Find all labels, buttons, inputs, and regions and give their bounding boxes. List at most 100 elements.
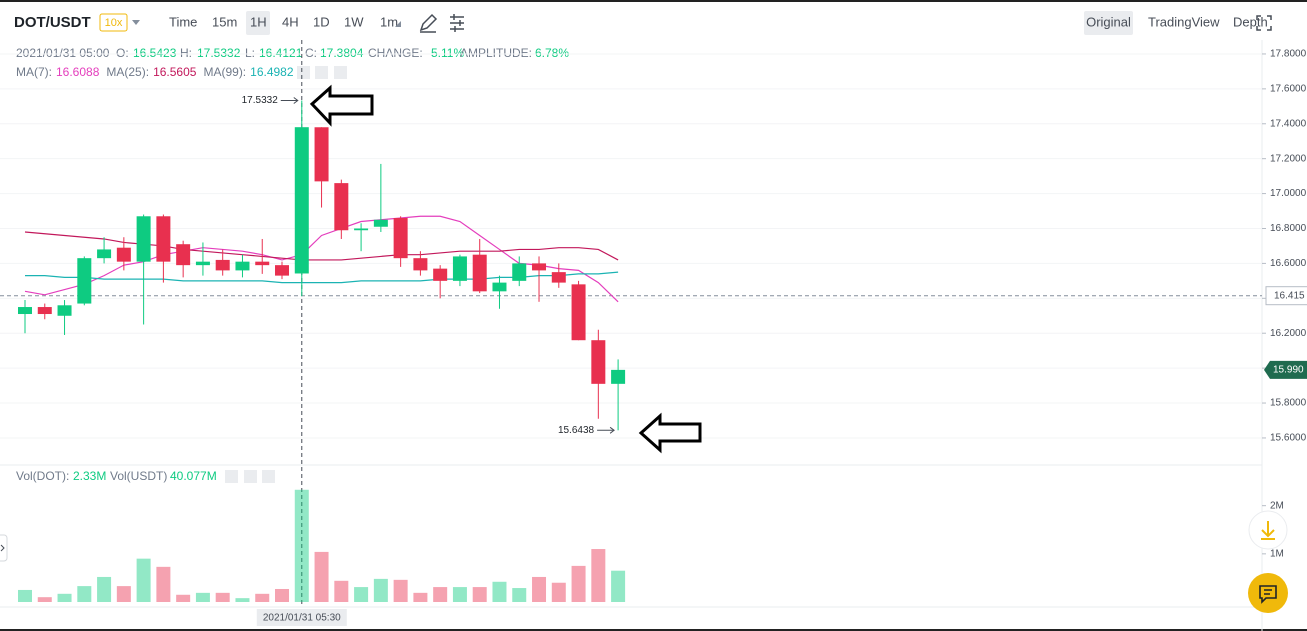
draw-icon[interactable] — [419, 13, 438, 33]
volume-bar — [314, 551, 329, 602]
y-tick-label: 17.2000 — [1270, 153, 1307, 164]
volume-bar — [195, 592, 210, 602]
interval[interactable]: 4H — [282, 14, 299, 29]
info-value: 16.4121 — [259, 46, 303, 60]
view-tab[interactable]: Depth — [1233, 14, 1268, 29]
vol-tick-label: 2M — [1270, 500, 1284, 511]
eye-icon[interactable] — [297, 66, 310, 79]
candle-body — [452, 256, 467, 281]
candle-body — [373, 219, 388, 227]
candle-body — [195, 261, 210, 266]
volume-bar — [334, 580, 349, 602]
candle-body — [294, 127, 309, 274]
leverage[interactable]: 10x — [105, 17, 123, 29]
candle-body — [571, 284, 586, 341]
candle-body — [433, 268, 448, 281]
info-label: O: — [116, 46, 129, 60]
vol-value: 40.077M — [170, 469, 217, 483]
y-tick-label: 17.8000 — [1270, 49, 1307, 60]
volume-bar — [136, 558, 151, 602]
ma-legend-value: 16.4982 — [250, 65, 294, 79]
chat-button[interactable] — [1248, 573, 1288, 613]
volume-bar — [57, 593, 72, 602]
info-value: 16.5423 — [133, 46, 177, 60]
interval[interactable]: 1D — [313, 14, 330, 29]
candle-body — [176, 244, 191, 266]
interval[interactable]: 1W — [344, 14, 364, 29]
candle-body — [255, 261, 270, 266]
info-value: 17.3804 — [320, 46, 364, 60]
settings-icon[interactable] — [450, 14, 464, 32]
vol-tick-label: 1M — [1270, 548, 1284, 559]
settings-icon[interactable] — [244, 470, 257, 483]
info-date: 2021/01/31 05:00 — [16, 46, 110, 60]
last-price-tag — [1264, 360, 1307, 379]
interval[interactable]: Time — [169, 14, 197, 29]
volume-bar — [433, 587, 448, 602]
fullscreen-icon[interactable] — [1256, 15, 1272, 31]
candle-body — [156, 216, 171, 262]
y-tick-label: 17.4000 — [1270, 118, 1307, 129]
interval[interactable]: 15m — [212, 14, 237, 29]
volume-bar — [235, 598, 250, 602]
indicator-icons — [225, 66, 347, 483]
volume-bar — [275, 588, 290, 602]
volume-bar — [215, 592, 230, 602]
candle-body — [37, 307, 52, 315]
y-tick-label: 17.0000 — [1270, 188, 1307, 199]
volume-bar — [571, 565, 586, 602]
close-icon[interactable] — [262, 470, 275, 483]
view-tab[interactable]: TradingView — [1148, 14, 1220, 29]
candle-body — [235, 261, 250, 271]
candle-body — [551, 272, 566, 283]
annotation-arrow — [309, 84, 374, 127]
candle-body — [611, 369, 626, 384]
volume-bar — [18, 589, 32, 602]
y-tick-label: 17.6000 — [1270, 84, 1307, 95]
candle-body — [532, 263, 547, 271]
view-tab[interactable]: Original — [1086, 14, 1131, 29]
info-label: CHANGE: — [368, 46, 423, 60]
volume-bar — [294, 489, 309, 602]
dropdown-icon[interactable] — [132, 20, 140, 25]
extreme-pointer-head — [609, 426, 615, 434]
volume-bar — [452, 587, 467, 602]
extreme-label: 15.6438 — [558, 425, 595, 436]
ma-legend-name: MA(25): — [106, 65, 149, 79]
crosshair-time-label: 2021/01/31 05:30 — [263, 613, 341, 624]
vol-label: Vol(USDT) — [110, 469, 167, 483]
candle-body — [215, 259, 230, 271]
volume-bar — [393, 579, 408, 602]
volume-bar — [77, 586, 92, 602]
interval[interactable]: 1m — [380, 14, 398, 29]
volume-bar — [373, 578, 388, 602]
close-icon[interactable] — [334, 66, 347, 79]
chat-icon — [1259, 585, 1277, 604]
volume-bar — [413, 592, 428, 602]
y-tick-label: 15.8000 — [1270, 398, 1307, 409]
y-tick-label: 16.2000 — [1270, 328, 1307, 339]
ma-legend-name: MA(7): — [16, 65, 52, 79]
last-price-label: 15.990 — [1273, 365, 1304, 376]
candle-body — [57, 305, 72, 316]
info-label: C: — [305, 46, 317, 60]
candle-body — [334, 183, 349, 231]
candle-body — [77, 258, 92, 304]
eye-icon[interactable] — [225, 470, 238, 483]
settings-icon[interactable] — [315, 66, 328, 79]
annotation-arrow — [638, 412, 702, 454]
extreme-label: 17.5332 — [242, 95, 279, 106]
candle-body — [116, 247, 131, 262]
volume-bar — [611, 570, 626, 602]
candle-body — [492, 282, 507, 292]
candle-body — [136, 216, 151, 262]
leverage-box[interactable] — [99, 13, 128, 32]
y-tick-label: 15.6000 — [1270, 433, 1307, 444]
symbol[interactable]: DOT/USDT — [14, 14, 91, 31]
extreme-pointer-head — [293, 97, 299, 104]
interval[interactable]: 1H — [250, 14, 267, 29]
interval-dropdown[interactable] — [395, 21, 401, 27]
volume-bar — [532, 576, 547, 602]
